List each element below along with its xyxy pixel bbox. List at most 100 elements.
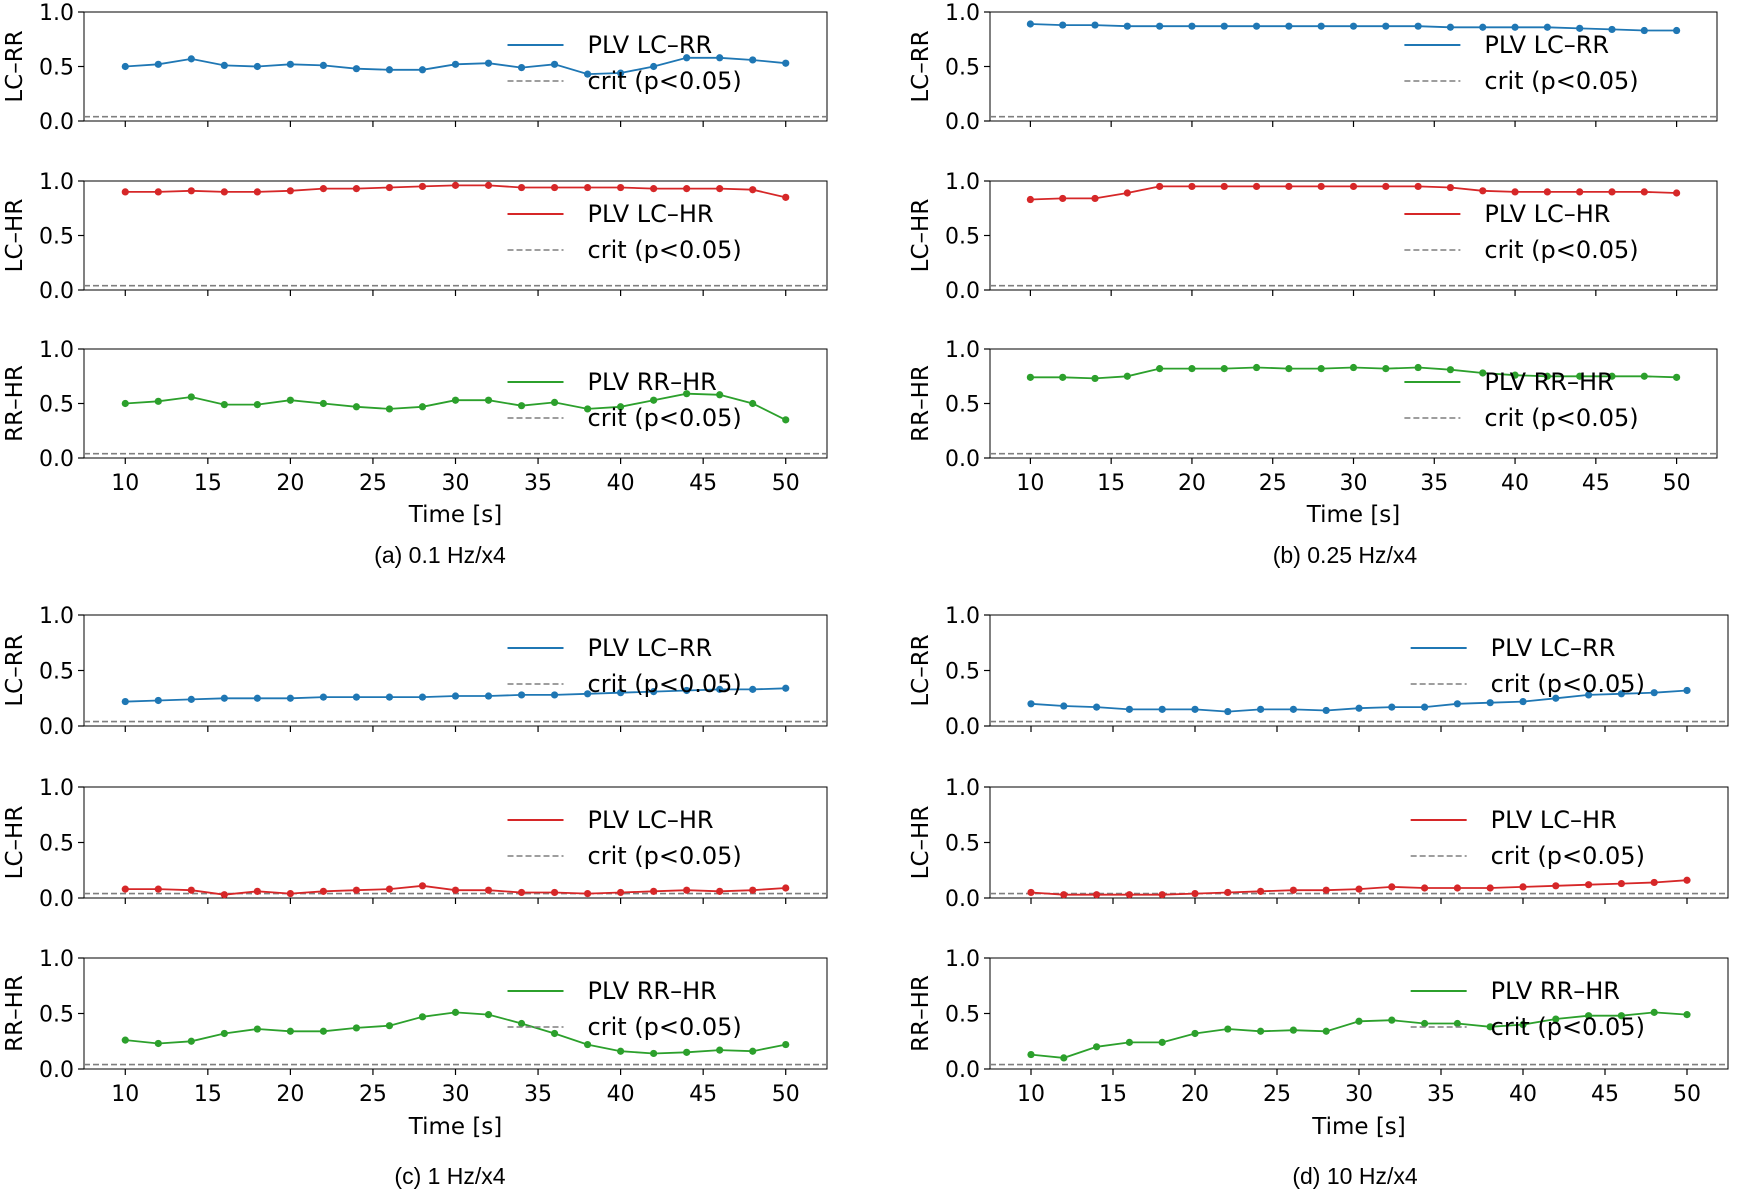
data-point bbox=[418, 66, 427, 74]
data-point bbox=[617, 183, 625, 192]
data-point bbox=[352, 65, 361, 73]
data-point bbox=[418, 403, 427, 411]
x-tick-label: 30 bbox=[1340, 471, 1368, 496]
data-point bbox=[1289, 705, 1297, 713]
x-tick-label: 10 bbox=[1017, 1082, 1045, 1107]
subplot-2: 0.0 0.5 1.0 LC–HR PLV LC–HR crit (p<0.05) bbox=[2, 170, 828, 304]
data-point bbox=[286, 396, 294, 404]
data-point bbox=[716, 1046, 724, 1054]
x-tick-label: 50 bbox=[772, 471, 800, 496]
data-point bbox=[187, 1037, 195, 1045]
data-point bbox=[1453, 1019, 1461, 1028]
data-point bbox=[1026, 373, 1034, 381]
data-point bbox=[319, 399, 328, 408]
legend-series-label: PLV RR–HR bbox=[1484, 368, 1613, 396]
data-point bbox=[187, 187, 195, 195]
y-tick-label: 0.5 bbox=[39, 832, 74, 857]
data-point bbox=[1617, 690, 1625, 698]
data-point bbox=[1388, 883, 1396, 891]
data-point bbox=[1224, 1025, 1232, 1033]
data-point bbox=[749, 56, 757, 64]
data-point bbox=[1608, 25, 1616, 34]
y-tick-label: 0.5 bbox=[39, 1003, 74, 1028]
data-point bbox=[286, 1027, 294, 1035]
data-point bbox=[782, 59, 790, 67]
y-tick-label: 0.0 bbox=[945, 1058, 980, 1083]
legend-crit-label: crit (p<0.05) bbox=[1484, 67, 1638, 95]
data-point bbox=[1585, 881, 1593, 889]
data-point bbox=[1027, 700, 1035, 708]
data-point bbox=[1673, 373, 1681, 381]
data-point bbox=[220, 188, 228, 196]
data-point bbox=[1479, 23, 1487, 31]
data-point bbox=[1453, 884, 1461, 892]
legend-crit-label: crit (p<0.05) bbox=[1491, 842, 1645, 870]
data-point bbox=[319, 693, 328, 701]
x-tick-label: 25 bbox=[359, 471, 387, 496]
x-tick-label: 20 bbox=[276, 1082, 304, 1107]
data-point bbox=[1640, 188, 1648, 196]
data-point bbox=[1188, 22, 1196, 30]
data-point bbox=[1479, 369, 1487, 377]
y-tick-label: 0.0 bbox=[39, 1058, 74, 1083]
data-point bbox=[1519, 697, 1527, 706]
x-tick-label: 40 bbox=[607, 1082, 635, 1107]
data-point bbox=[1414, 363, 1422, 372]
data-point bbox=[517, 183, 526, 192]
data-point bbox=[1317, 22, 1325, 30]
x-tick-label: 10 bbox=[111, 471, 139, 496]
x-tick-label: 30 bbox=[442, 1082, 470, 1107]
data-point bbox=[1317, 182, 1325, 191]
legend-crit-label: crit (p<0.05) bbox=[588, 670, 742, 698]
y-tick-label: 0.5 bbox=[39, 393, 74, 418]
data-point bbox=[1355, 885, 1363, 893]
data-point bbox=[154, 60, 162, 68]
legend-crit-label: crit (p<0.05) bbox=[1484, 236, 1638, 264]
x-tick-label: 40 bbox=[607, 471, 635, 496]
legend-series-label: PLV LC–HR bbox=[588, 806, 714, 834]
data-point bbox=[1640, 372, 1648, 380]
data-point bbox=[1060, 702, 1068, 710]
data-point bbox=[1060, 891, 1068, 899]
data-point bbox=[749, 886, 757, 894]
data-point bbox=[1224, 707, 1232, 716]
legend-crit-label: crit (p<0.05) bbox=[1491, 1013, 1645, 1041]
data-point bbox=[1125, 1038, 1133, 1046]
legend-series-label: PLV RR–HR bbox=[588, 368, 717, 396]
data-point bbox=[1059, 194, 1067, 203]
data-point bbox=[1252, 363, 1261, 372]
subplot-2: 0.0 0.5 1.0 LC–HR PLV LC–HR crit (p<0.05) bbox=[908, 776, 1729, 912]
x-tick-label: 35 bbox=[1427, 1082, 1455, 1107]
data-point bbox=[451, 692, 460, 700]
data-point bbox=[1059, 373, 1067, 381]
legend-series-label: PLV LC–HR bbox=[588, 200, 714, 228]
data-point bbox=[187, 886, 195, 894]
data-point bbox=[1640, 26, 1648, 35]
x-tick-label: 20 bbox=[1181, 1082, 1209, 1107]
legend-series-label: PLV RR–HR bbox=[588, 977, 717, 1005]
data-point bbox=[1414, 182, 1422, 191]
data-point bbox=[1617, 879, 1625, 888]
data-point bbox=[352, 403, 361, 411]
x-tick-label: 20 bbox=[276, 471, 304, 496]
data-point bbox=[1156, 365, 1164, 373]
data-point bbox=[1673, 189, 1681, 197]
data-point bbox=[154, 397, 162, 405]
x-axis-label: Time [s] bbox=[408, 1114, 503, 1140]
legend-series-label: PLV RR–HR bbox=[1491, 977, 1620, 1005]
data-point bbox=[1322, 706, 1330, 715]
data-point bbox=[1285, 22, 1293, 30]
y-tick-label: 0.5 bbox=[39, 660, 74, 685]
data-point bbox=[418, 693, 427, 701]
y-axis-label: LC–RR bbox=[908, 634, 934, 706]
data-point bbox=[154, 885, 162, 893]
data-point bbox=[1156, 22, 1164, 30]
legend-crit-label: crit (p<0.05) bbox=[1484, 404, 1638, 432]
data-point bbox=[1355, 1017, 1363, 1025]
data-point bbox=[1289, 1026, 1297, 1034]
subplot-1: 0.0 0.5 1.0 LC–RR PLV LC–RR crit (p<0.05) bbox=[908, 1, 1718, 135]
y-tick-label: 1.0 bbox=[945, 947, 980, 972]
data-point bbox=[484, 181, 493, 189]
data-point bbox=[187, 55, 195, 63]
